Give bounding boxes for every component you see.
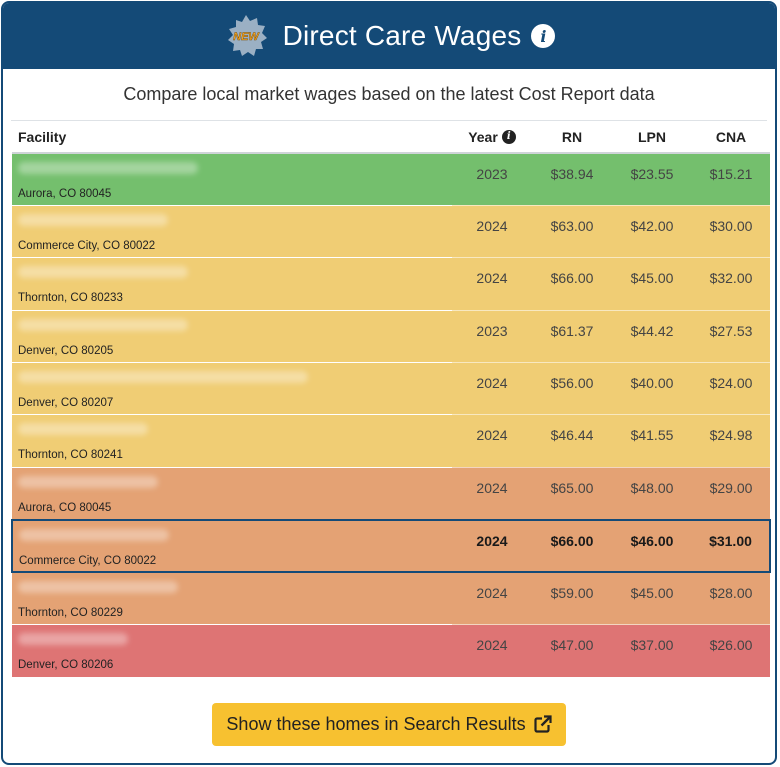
cell-year: 2024 <box>452 466 532 520</box>
table-header-row: Facility Year i RN LPN CNA <box>12 121 770 154</box>
info-icon[interactable]: i <box>531 24 556 48</box>
cell-cna: $15.21 <box>692 152 770 206</box>
cell-year: 2023 <box>452 152 532 206</box>
card-subtitle: Compare local market wages based on the … <box>11 69 767 121</box>
table-row[interactable]: Thornton, CO 80241 2024 $46.44 $41.55 $2… <box>12 414 770 468</box>
facility-name-redacted <box>19 528 169 541</box>
facility-name-redacted <box>18 423 148 436</box>
cell-lpn: $46.00 <box>612 518 692 574</box>
column-header-cna: CNA <box>692 121 770 154</box>
cell-cna: $27.53 <box>692 309 770 363</box>
cell-lpn: $41.55 <box>612 414 692 468</box>
cell-rn: $66.00 <box>532 257 612 311</box>
facility-name-redacted <box>18 213 168 226</box>
cell-cna: $32.00 <box>692 257 770 311</box>
cell-rn: $59.00 <box>532 571 612 625</box>
button-container: Show these homes in Search Results <box>3 702 775 746</box>
table-row[interactable]: Denver, CO 80207 2024 $56.00 $40.00 $24.… <box>12 362 770 415</box>
facility-name-redacted <box>18 581 178 594</box>
column-header-facility: Facility <box>12 121 452 154</box>
cell-cna: $31.00 <box>692 518 771 574</box>
cell-lpn: $48.00 <box>612 466 692 520</box>
facility-name-redacted <box>18 371 308 384</box>
table-row[interactable]: Aurora, CO 80045 2023 $38.94 $23.55 $15.… <box>12 152 770 206</box>
table-row[interactable]: Aurora, CO 80045 2024 $65.00 $48.00 $29.… <box>12 466 770 520</box>
column-header-year: Year i <box>452 121 532 154</box>
cell-cna: $28.00 <box>692 571 770 625</box>
table-row[interactable]: Commerce City, CO 80022 2024 $63.00 $42.… <box>12 204 770 258</box>
cell-rn: $65.00 <box>532 466 612 520</box>
cell-year: 2023 <box>452 309 532 363</box>
cell-lpn: $40.00 <box>612 362 692 415</box>
cell-lpn: $37.00 <box>612 624 692 677</box>
facility-address: Denver, CO 80207 <box>18 397 114 410</box>
facility-name-redacted <box>18 162 198 174</box>
new-badge-text: NEW <box>233 31 260 43</box>
new-badge-icon: NEW <box>227 15 267 56</box>
facility-name-redacted <box>18 266 188 279</box>
column-header-rn: RN <box>532 121 612 154</box>
facility-address: Denver, CO 80205 <box>18 344 114 357</box>
facility-address: Thornton, CO 80241 <box>18 449 123 462</box>
cell-lpn: $45.00 <box>612 571 692 625</box>
cell-year: 2024 <box>452 257 532 311</box>
cell-rn: $46.44 <box>532 414 612 468</box>
cell-rn: $38.94 <box>532 152 612 206</box>
cell-lpn: $23.55 <box>612 152 692 206</box>
cell-lpn: $45.00 <box>612 257 692 311</box>
facility-name-redacted <box>18 318 188 331</box>
table-row[interactable]: Thornton, CO 80233 2024 $66.00 $45.00 $3… <box>12 257 770 311</box>
facility-name-redacted <box>18 633 128 646</box>
cell-rn: $63.00 <box>532 204 612 258</box>
table-row[interactable]: Thornton, CO 80229 2024 $59.00 $45.00 $2… <box>12 571 770 625</box>
cell-cna: $24.00 <box>692 362 770 415</box>
facility-address: Commerce City, CO 80022 <box>18 239 156 252</box>
cell-cna: $26.00 <box>692 624 770 677</box>
card-title: Direct Care Wages <box>282 20 522 51</box>
table-row[interactable]: Denver, CO 80206 2024 $47.00 $37.00 $26.… <box>12 624 770 677</box>
card-header: NEW Direct Care Wages i <box>3 3 775 69</box>
cell-year: 2024 <box>452 624 532 677</box>
facility-address: Denver, CO 80206 <box>18 659 114 672</box>
cell-lpn: $44.42 <box>612 309 692 363</box>
column-header-year-label: Year <box>468 128 498 145</box>
cell-cna: $30.00 <box>692 204 770 258</box>
facility-address: Aurora, CO 80045 <box>18 188 112 200</box>
facility-address: Commerce City, CO 80022 <box>19 554 157 567</box>
cell-year: 2024 <box>452 518 532 574</box>
cell-rn: $56.00 <box>532 362 612 415</box>
cell-rn: $47.00 <box>532 624 612 677</box>
facility-address: Thornton, CO 80229 <box>18 607 123 620</box>
facility-name-redacted <box>18 475 158 488</box>
column-header-lpn: LPN <box>612 121 692 154</box>
year-info-icon[interactable]: i <box>501 129 516 144</box>
cell-rn: $66.00 <box>532 518 612 574</box>
show-in-search-results-button[interactable]: Show these homes in Search Results <box>212 702 566 746</box>
facility-address: Aurora, CO 80045 <box>18 501 112 514</box>
table-row[interactable]: Denver, CO 80205 2023 $61.37 $44.42 $27.… <box>12 309 770 363</box>
cell-lpn: $42.00 <box>612 204 692 258</box>
cell-year: 2024 <box>452 414 532 468</box>
table-row-selected[interactable]: Commerce City, CO 80022 2024 $66.00 $46.… <box>11 518 771 574</box>
cell-year: 2024 <box>452 571 532 625</box>
cell-cna: $24.98 <box>692 414 770 468</box>
cell-cna: $29.00 <box>692 466 770 520</box>
external-link-icon <box>533 715 552 734</box>
cell-year: 2024 <box>452 204 532 258</box>
cell-year: 2024 <box>452 362 532 415</box>
button-label: Show these homes in Search Results <box>226 713 526 734</box>
cell-rn: $61.37 <box>532 309 612 363</box>
facility-address: Thornton, CO 80233 <box>18 292 123 305</box>
wages-table: Facility Year i RN LPN CNA Aurora, CO 80… <box>11 121 771 677</box>
